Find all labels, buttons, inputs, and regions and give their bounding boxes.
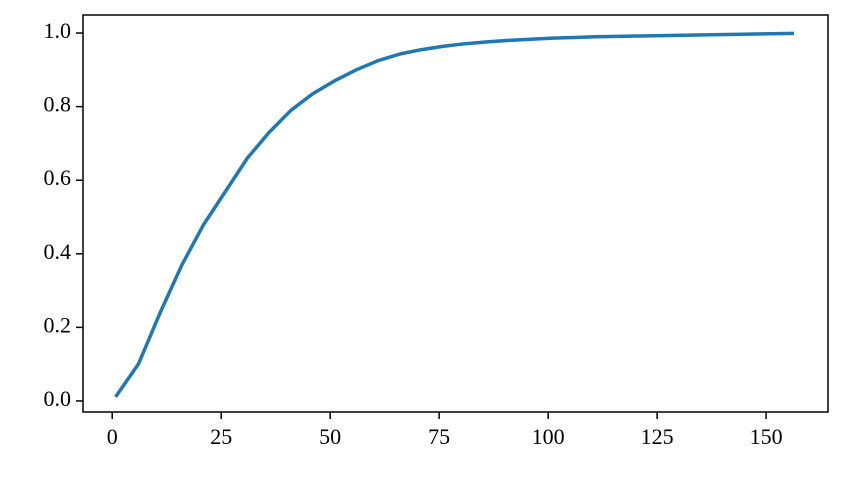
y-tick-label: 0.4: [44, 239, 72, 264]
x-tick-label: 25: [210, 424, 232, 449]
y-tick-label: 1.0: [44, 18, 72, 43]
x-tick-label: 150: [750, 424, 783, 449]
y-tick-label: 0.6: [44, 165, 72, 190]
line-series: [114, 31, 795, 398]
x-tick-label: 100: [532, 424, 565, 449]
x-tick-label: 75: [428, 424, 450, 449]
y-tick-label: 0.2: [44, 312, 72, 337]
y-tick-label: 0.8: [44, 92, 72, 117]
x-tick-label: 125: [641, 424, 674, 449]
x-tick-label: 0: [107, 424, 118, 449]
x-tick-label: 50: [319, 424, 341, 449]
plot-frame: [82, 14, 829, 413]
y-tick-label: 0.0: [44, 386, 72, 411]
